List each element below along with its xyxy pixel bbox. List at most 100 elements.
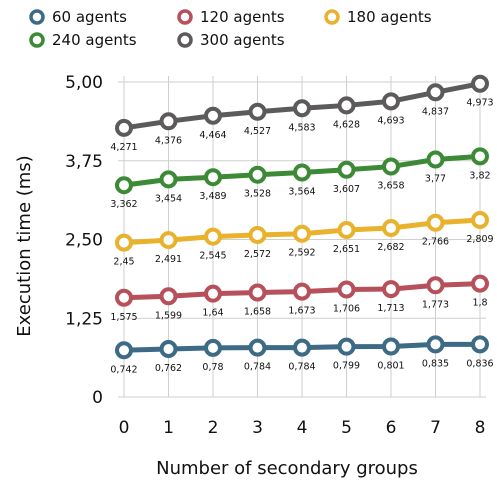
data-point — [159, 287, 178, 306]
data-point — [248, 225, 267, 244]
legend-label: 240 agents — [52, 31, 137, 49]
data-point — [248, 102, 267, 121]
x-axis-ticks: 0 1 2 3 4 5 6 7 8 — [119, 418, 486, 438]
legend-marker — [29, 9, 45, 25]
data-label: 0,78 — [202, 362, 223, 373]
data-label: 3,362 — [110, 199, 137, 210]
data-point — [159, 170, 178, 189]
y-tick-label: 0 — [92, 388, 103, 408]
data-point — [471, 274, 489, 293]
data-point — [337, 220, 356, 239]
data-point — [204, 168, 222, 187]
x-tick-label: 1 — [163, 418, 174, 438]
data-point — [204, 106, 222, 125]
data-point — [293, 99, 311, 118]
data-point — [248, 165, 267, 184]
data-label: 4,271 — [110, 142, 137, 153]
x-tick-label: 2 — [208, 418, 219, 438]
data-point — [159, 112, 178, 131]
data-label: 0,742 — [110, 364, 137, 375]
legend-marker — [177, 32, 193, 48]
legend-marker — [29, 32, 45, 48]
data-point — [115, 118, 133, 137]
data-label: 1,575 — [110, 312, 137, 323]
data-label: 4,527 — [244, 126, 271, 137]
data-label: 1,673 — [288, 306, 315, 317]
y-axis-title: Execution time (ms) — [14, 155, 35, 336]
data-point — [382, 92, 400, 111]
data-point — [293, 338, 311, 357]
data-point — [204, 338, 222, 357]
data-point — [382, 219, 400, 238]
x-tick-label: 7 — [430, 418, 441, 438]
x-tick-label: 4 — [297, 418, 308, 438]
data-label: 0,799 — [333, 361, 360, 372]
data-label: 4,464 — [199, 130, 226, 141]
data-point — [471, 74, 489, 93]
data-point — [382, 157, 400, 176]
legend-marker — [324, 9, 340, 25]
data-point — [337, 337, 356, 356]
data-point — [337, 280, 356, 299]
data-point — [204, 227, 222, 246]
data-point — [337, 160, 356, 179]
data-label: 0,762 — [155, 363, 182, 374]
data-point — [471, 335, 489, 354]
data-labels: 0,742 0,762 0,78 0,784 0,784 0,799 0,801 0,835 0… — [110, 98, 493, 376]
data-point — [426, 335, 445, 354]
data-point — [337, 96, 356, 115]
data-point — [115, 233, 133, 252]
data-label: 1,64 — [202, 308, 223, 319]
data-label: 2,592 — [288, 248, 315, 259]
y-tick-label: 1,25 — [65, 309, 103, 329]
data-label: 4,628 — [333, 119, 360, 130]
data-label: 2,682 — [377, 242, 404, 253]
data-label: 0,835 — [422, 358, 449, 369]
data-label: 1,8 — [472, 298, 487, 309]
data-label: 2,545 — [199, 251, 226, 262]
x-tick-label: 5 — [341, 418, 352, 438]
data-label: 3,658 — [377, 181, 404, 192]
legend-label: 60 agents — [52, 8, 127, 26]
y-tick-label: 3,75 — [65, 152, 103, 172]
data-point — [426, 83, 445, 102]
data-label: 3,528 — [244, 189, 271, 200]
data-label: 4,837 — [422, 106, 449, 117]
data-label: 1,773 — [422, 299, 449, 310]
data-point — [248, 283, 267, 302]
legend-label: 300 agents — [200, 31, 285, 49]
data-label: 3,489 — [199, 191, 226, 202]
data-point — [115, 288, 133, 307]
data-point — [293, 163, 311, 182]
data-label: 4,693 — [377, 115, 404, 126]
data-label: 3,77 — [425, 173, 446, 184]
data-label: 3,564 — [288, 186, 315, 197]
x-tick-label: 3 — [252, 418, 263, 438]
data-label: 1,713 — [377, 303, 404, 314]
legend: 60 agents 120 agents 180 agents 240 agents 3… — [29, 8, 432, 49]
data-point — [293, 224, 311, 243]
legend-marker — [177, 9, 193, 25]
data-point — [115, 176, 133, 195]
data-point — [159, 339, 178, 358]
data-label: 1,658 — [244, 307, 271, 318]
data-label: 2,572 — [244, 249, 271, 260]
data-label: 2,651 — [333, 244, 360, 255]
data-label: 0,784 — [244, 362, 271, 373]
data-point — [382, 280, 400, 299]
data-point — [115, 341, 133, 360]
x-tick-label: 6 — [386, 418, 397, 438]
data-point — [248, 338, 267, 357]
series-points — [115, 74, 489, 360]
data-point — [382, 337, 400, 356]
data-label: 1,599 — [155, 310, 182, 321]
data-label: 0,801 — [377, 361, 404, 372]
data-point — [471, 147, 489, 166]
data-label: 0,836 — [466, 358, 493, 369]
data-label: 1,706 — [333, 304, 360, 315]
data-label: 3,607 — [333, 184, 360, 195]
data-label: 2,45 — [113, 257, 134, 268]
data-label: 2,766 — [422, 237, 449, 248]
data-point — [471, 211, 489, 230]
